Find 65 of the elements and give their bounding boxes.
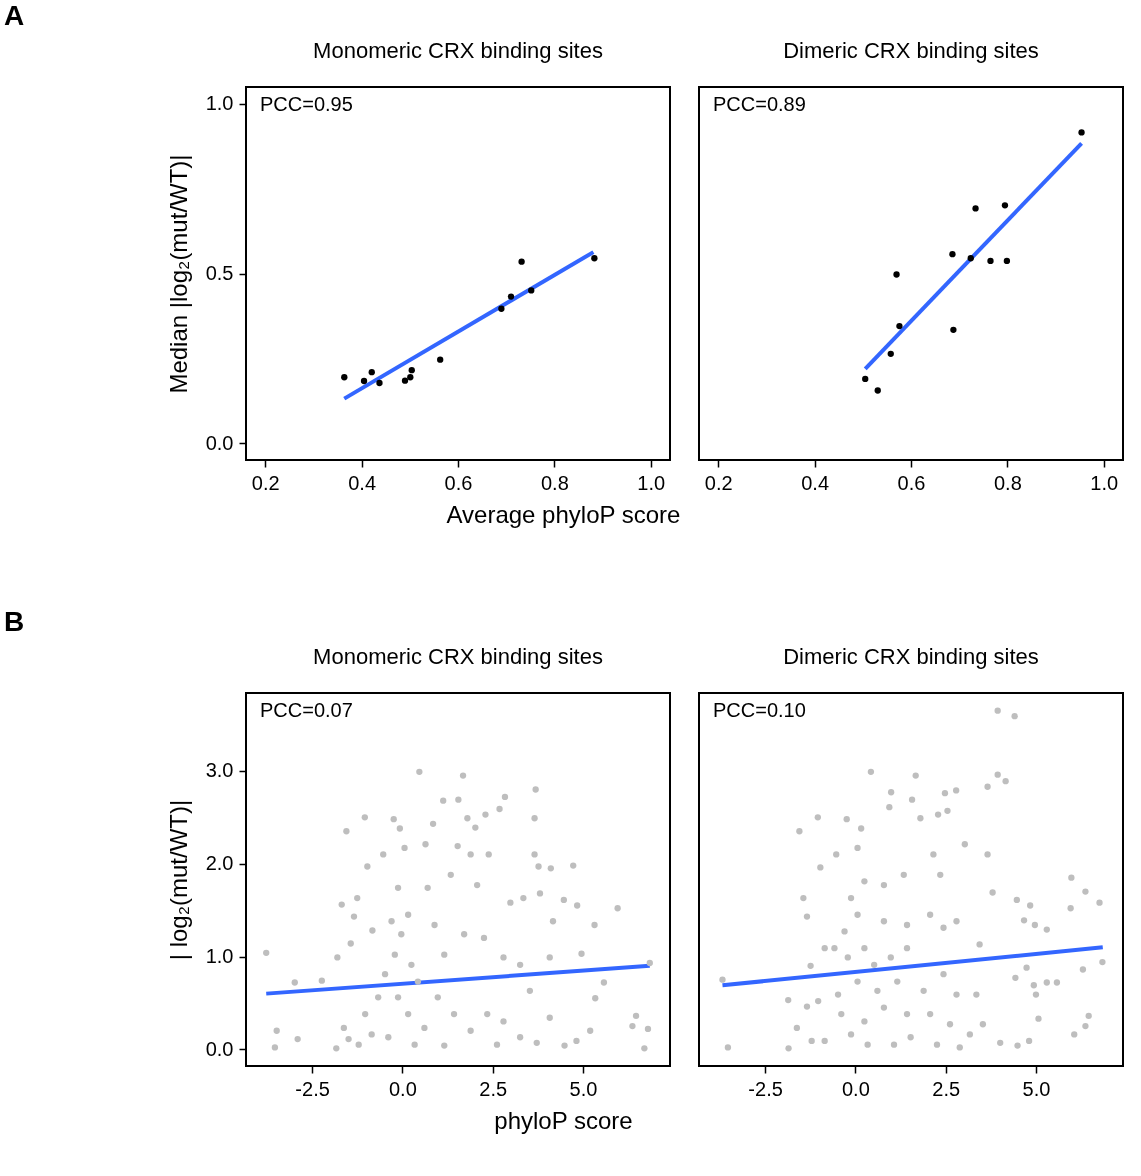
point bbox=[949, 251, 956, 258]
x-tick-label: 0.6 bbox=[444, 471, 473, 494]
point bbox=[874, 387, 881, 394]
point bbox=[408, 366, 415, 374]
x-tick-label: 5.0 bbox=[569, 1077, 598, 1100]
x-tick-label: 0.8 bbox=[993, 471, 1022, 494]
y-tick-label: 1.0 bbox=[205, 92, 234, 115]
chart-title: Monomeric CRX binding sites bbox=[313, 644, 603, 669]
x-tick-label: 2.5 bbox=[479, 1077, 508, 1100]
chart-title: Monomeric CRX binding sites bbox=[313, 38, 603, 63]
x-tick-label: 0.4 bbox=[801, 471, 830, 494]
x-tick-label: 0.4 bbox=[348, 471, 377, 494]
point bbox=[507, 293, 515, 300]
point bbox=[967, 255, 974, 262]
point bbox=[528, 287, 535, 294]
point bbox=[1001, 202, 1009, 209]
x-tick-label: 1.0 bbox=[637, 471, 666, 494]
point bbox=[972, 205, 979, 212]
point bbox=[437, 356, 444, 363]
x-tick-label: -2.5 bbox=[295, 1077, 330, 1100]
x-tick-label: 0.8 bbox=[540, 471, 569, 494]
point bbox=[987, 257, 994, 265]
annotation: PCC=0.10 bbox=[713, 699, 806, 721]
point bbox=[896, 322, 903, 330]
x-tick-label: 0.6 bbox=[897, 471, 926, 494]
point bbox=[401, 377, 409, 384]
x-tick-label: 2.5 bbox=[932, 1077, 961, 1100]
x-tick-label: 5.0 bbox=[1022, 1077, 1051, 1100]
point bbox=[887, 350, 894, 358]
chart-title: Dimeric CRX binding sites bbox=[783, 38, 1039, 63]
point bbox=[1078, 129, 1085, 136]
point bbox=[360, 377, 368, 385]
y-tick-label: 0.0 bbox=[205, 431, 234, 454]
point bbox=[498, 305, 505, 312]
point bbox=[1003, 257, 1011, 265]
x-tick-label: 1.0 bbox=[1090, 471, 1119, 494]
x-tick-label: 0.0 bbox=[841, 1077, 870, 1100]
y-tick-label: 3.0 bbox=[205, 759, 234, 782]
point bbox=[591, 255, 598, 262]
point bbox=[893, 271, 900, 278]
chart-title: Dimeric CRX binding sites bbox=[783, 644, 1039, 669]
x-tick-label: 0.2 bbox=[704, 471, 733, 494]
x-tick-label: 0.2 bbox=[251, 471, 280, 494]
x-tick-label: 0.0 bbox=[388, 1077, 417, 1100]
x-axis-title: phyloP score bbox=[494, 1107, 633, 1134]
y-axis-title: Median |log₂(mut/WT)| bbox=[164, 154, 192, 394]
y-tick-label: 1.0 bbox=[205, 945, 234, 968]
point bbox=[950, 326, 957, 333]
x-axis-title: Average phyloP score bbox=[446, 501, 681, 528]
point bbox=[407, 374, 414, 381]
y-tick-label: 0.5 bbox=[205, 262, 234, 284]
annotation: PCC=0.95 bbox=[260, 93, 353, 115]
point bbox=[341, 374, 348, 381]
point bbox=[376, 379, 383, 387]
annotation: PCC=0.89 bbox=[713, 93, 806, 115]
point bbox=[518, 258, 525, 265]
point bbox=[862, 375, 869, 383]
point bbox=[368, 369, 375, 376]
annotation: PCC=0.07 bbox=[260, 699, 353, 721]
y-tick-label: 2.0 bbox=[205, 852, 234, 875]
x-tick-label: -2.5 bbox=[748, 1077, 783, 1100]
text: B bbox=[3, 606, 25, 637]
text: A bbox=[3, 0, 25, 31]
y-tick-label: 0.0 bbox=[205, 1037, 234, 1060]
y-axis-title: | log₂(mut/WT)| bbox=[164, 799, 192, 961]
